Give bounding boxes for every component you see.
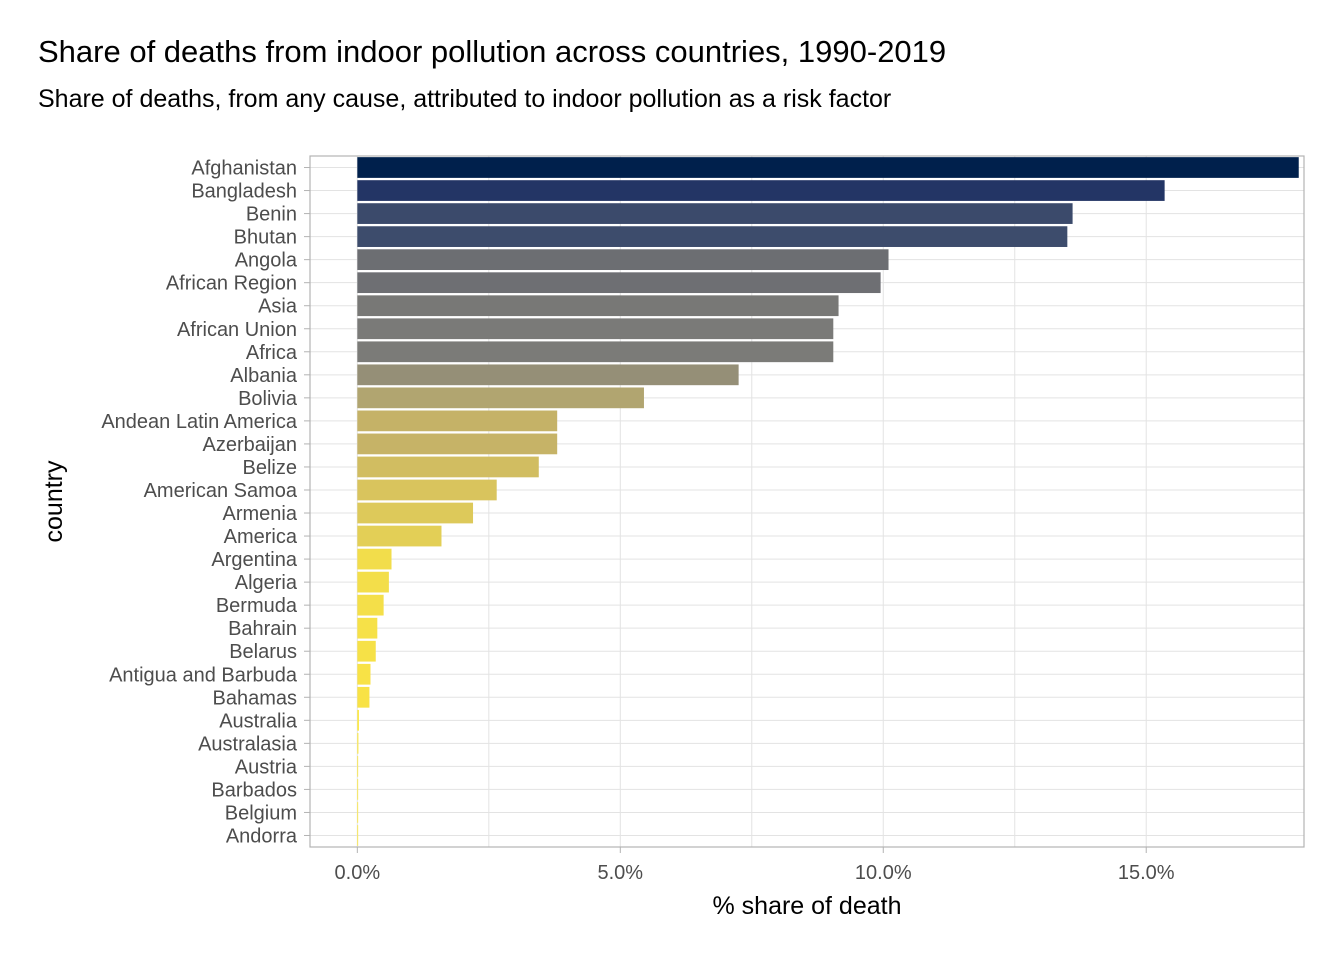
bar-benin (357, 203, 1073, 224)
y-tick-label: Bhutan (234, 227, 297, 249)
y-tick-label: Barbados (211, 779, 297, 801)
bar-bahamas (357, 686, 370, 708)
bar-afghanistan (357, 157, 1299, 178)
y-tick-label: Benin (246, 204, 297, 226)
bar-belgium (357, 802, 359, 823)
bar-australasia (357, 732, 359, 754)
y-tick-label: Belarus (229, 641, 297, 663)
bar-belize (357, 456, 539, 478)
x-tick-labels: 0.0% 5.0% 10.0% 15.0% (335, 847, 1175, 884)
y-tick-label: America (224, 526, 298, 548)
bar-bolivia (357, 387, 644, 409)
y-tick-label: African Union (177, 319, 297, 341)
bar-angola (357, 249, 889, 271)
y-tick-label: Andean Latin America (101, 411, 298, 433)
y-tick-label: Azerbaijan (202, 434, 297, 456)
plot-panel-border (309, 155, 1305, 848)
y-tick-label: Bahamas (213, 687, 298, 709)
y-tick-label: Afghanistan (191, 158, 297, 180)
y-tick-label: Andorra (226, 825, 298, 847)
y-tick-label: African Region (166, 273, 297, 295)
y-tick-label: Belgium (225, 802, 297, 824)
bar-barbados (357, 779, 359, 800)
bars (357, 157, 1299, 846)
y-tick-label: American Samoa (144, 480, 298, 502)
y-tick-label: Antigua and Barbuda (109, 664, 298, 686)
bar-argentina (357, 548, 392, 570)
y-tick-label: Bolivia (238, 388, 298, 410)
y-axis-title: country (40, 460, 68, 542)
y-tick-label: Africa (246, 342, 298, 364)
bar-asia (357, 295, 839, 317)
bar-andean-latin-america (357, 410, 558, 432)
bar-andorra (357, 825, 359, 846)
y-tick-label: Bangladesh (191, 181, 297, 203)
x-axis-title: % share of death (712, 892, 901, 920)
y-tick-label: Algeria (235, 572, 298, 594)
bar-azerbaijan (357, 433, 558, 455)
bar-austria (357, 756, 359, 777)
y-tick-label: Angola (235, 250, 298, 272)
bar-america (357, 525, 442, 547)
y-tick-label: Argentina (211, 549, 297, 571)
y-tick-label: Belize (243, 457, 297, 479)
x-tick-label: 0.0% (335, 862, 381, 884)
bar-bangladesh (357, 180, 1165, 201)
bar-albania (357, 364, 739, 386)
y-tick-label: Albania (230, 365, 298, 387)
bar-american-samoa (357, 479, 497, 501)
y-tick-label: Austria (235, 756, 298, 778)
x-tick-label: 10.0% (855, 862, 912, 884)
bar-african-region (357, 272, 881, 294)
bar-bahrain (357, 617, 378, 639)
y-tick-label: Australia (219, 710, 298, 732)
bar-armenia (357, 502, 474, 524)
chart-subtitle: Share of deaths, from any cause, attribu… (38, 85, 892, 113)
bar-africa (357, 341, 834, 363)
y-tick-labels: AfghanistanBangladeshBeninBhutanAngolaAf… (101, 158, 310, 847)
bar-australia (357, 709, 359, 731)
x-tick-label: 5.0% (597, 862, 643, 884)
y-tick-label: Armenia (223, 503, 298, 525)
bar-belarus (357, 640, 376, 662)
y-tick-label: Bahrain (228, 618, 297, 640)
chart-title: Share of deaths from indoor pollution ac… (38, 34, 947, 69)
bar-algeria (357, 571, 389, 593)
bar-bhutan (357, 226, 1068, 247)
bar-african-union (357, 318, 834, 340)
bar-antigua-and-barbuda (357, 663, 371, 685)
y-tick-label: Bermuda (216, 595, 298, 617)
y-tick-label: Australasia (198, 733, 298, 755)
y-tick-label: Asia (258, 296, 298, 318)
bar-bermuda (357, 594, 384, 616)
x-tick-label: 15.0% (1118, 862, 1175, 884)
